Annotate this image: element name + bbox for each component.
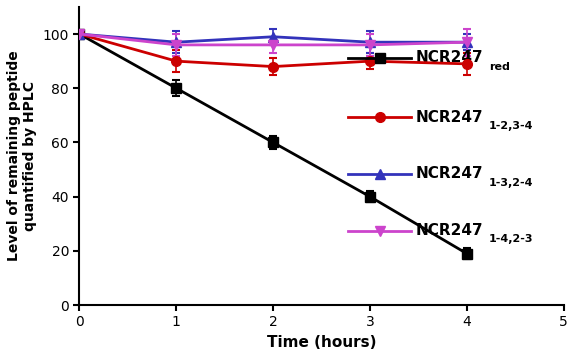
Text: 1-4,2-3: 1-4,2-3 bbox=[489, 235, 533, 245]
Y-axis label: Level of remaining peptide
quantified by HPLC: Level of remaining peptide quantified by… bbox=[7, 51, 37, 261]
Text: NCR247: NCR247 bbox=[416, 50, 484, 65]
X-axis label: Time (hours): Time (hours) bbox=[267, 335, 376, 350]
Text: red: red bbox=[489, 61, 509, 71]
Text: NCR247: NCR247 bbox=[416, 223, 484, 238]
Text: NCR247: NCR247 bbox=[416, 110, 484, 125]
Text: NCR247: NCR247 bbox=[416, 166, 484, 181]
Text: 1-3,2-4: 1-3,2-4 bbox=[489, 178, 533, 188]
Text: 1-2,3-4: 1-2,3-4 bbox=[489, 121, 533, 131]
